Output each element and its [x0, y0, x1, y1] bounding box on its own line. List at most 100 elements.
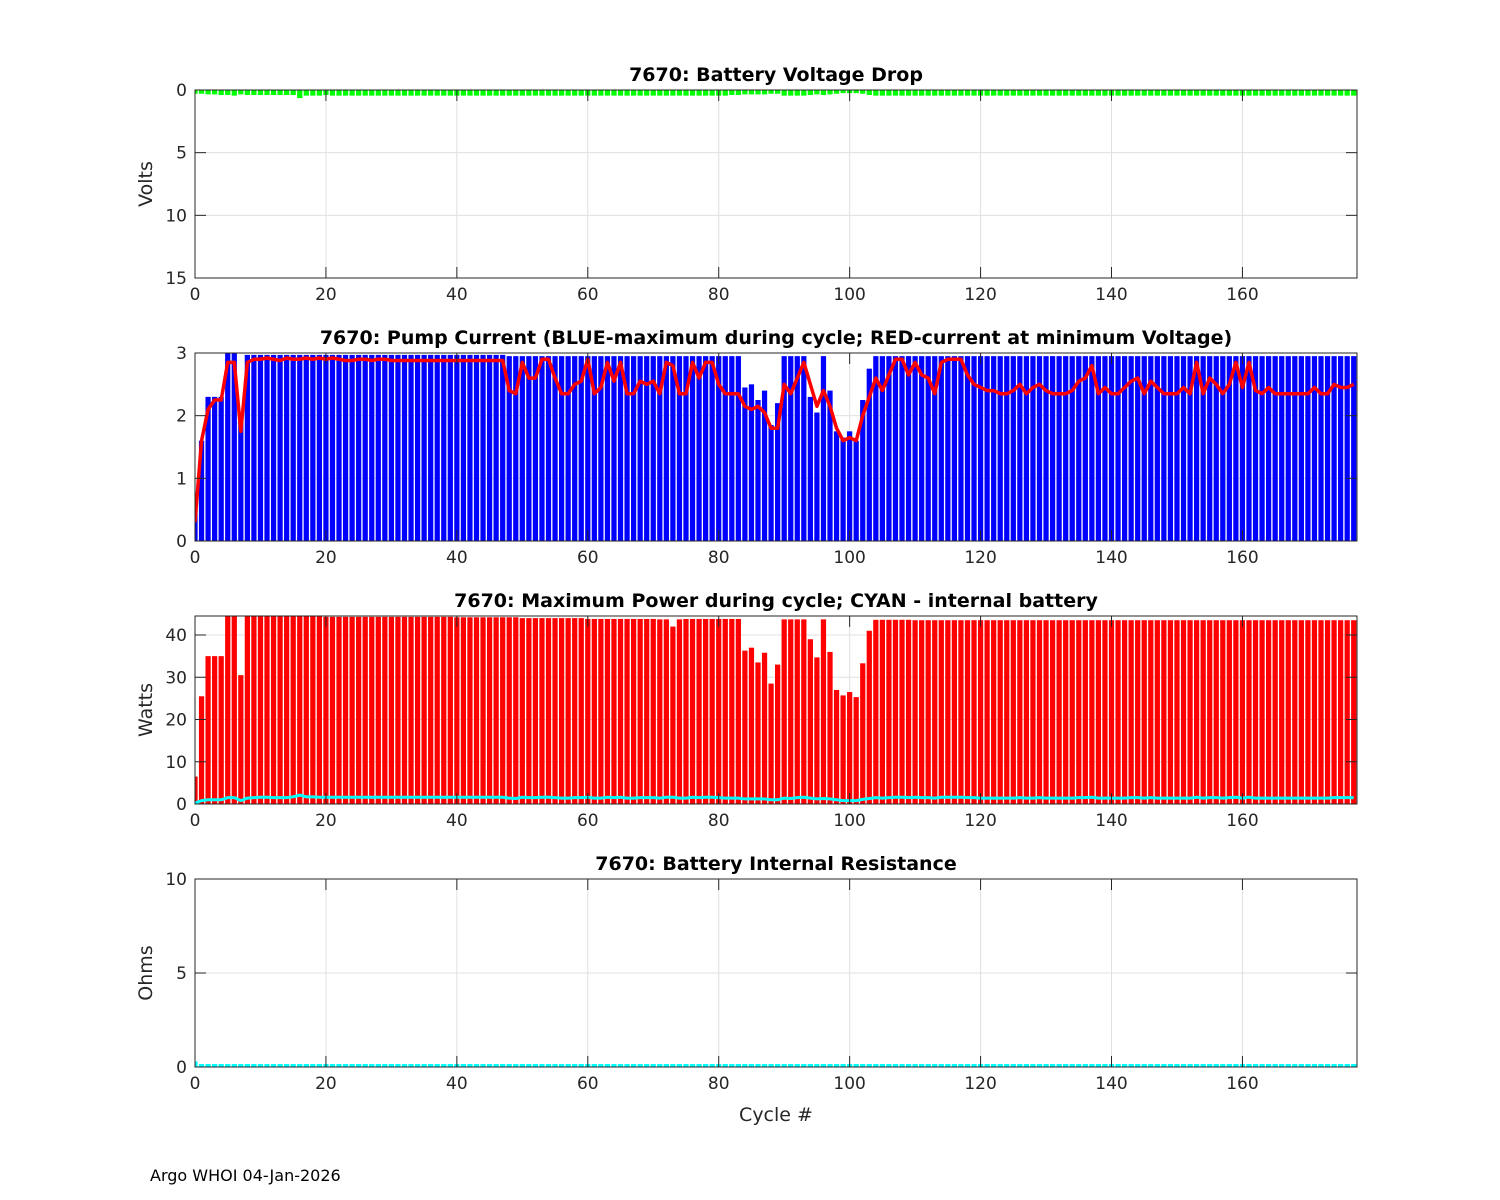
bar	[1318, 1064, 1324, 1067]
bar	[1252, 620, 1259, 804]
bar	[709, 618, 715, 804]
bar	[1220, 1064, 1226, 1067]
bar	[467, 354, 473, 541]
bar	[860, 400, 866, 541]
bar	[1174, 90, 1180, 96]
bar	[873, 90, 879, 96]
bar	[356, 616, 362, 804]
bar	[441, 90, 447, 96]
bar	[1082, 356, 1088, 541]
bar	[356, 1064, 362, 1067]
bar	[676, 90, 683, 96]
bar	[650, 90, 656, 96]
bar	[486, 1064, 493, 1067]
bar	[1023, 90, 1030, 96]
bar	[1266, 90, 1272, 96]
bar	[195, 1061, 198, 1067]
bar	[1193, 620, 1200, 804]
bar	[932, 1064, 938, 1067]
bar	[369, 354, 375, 541]
bar	[1089, 1064, 1095, 1067]
bar	[369, 1064, 375, 1067]
plot-area	[195, 616, 1357, 804]
bar	[428, 1064, 434, 1067]
x-tick-label: 20	[315, 1074, 337, 1094]
bar	[1285, 356, 1291, 541]
bar	[1292, 356, 1298, 541]
bar	[1121, 620, 1128, 804]
bar	[1279, 620, 1285, 804]
bar	[1239, 356, 1246, 541]
bar	[526, 618, 532, 804]
bar	[1154, 90, 1160, 96]
bar	[434, 1064, 440, 1067]
bar	[297, 616, 303, 804]
bar	[735, 618, 741, 804]
bar	[198, 1064, 205, 1067]
bar	[1272, 90, 1278, 96]
bar	[1305, 1064, 1311, 1067]
bar	[748, 1064, 755, 1067]
x-tick-label: 100	[833, 811, 865, 831]
bar	[1004, 90, 1010, 96]
bar	[506, 617, 512, 804]
series-line-1	[195, 793, 1354, 804]
bar	[428, 90, 434, 96]
bar	[1023, 620, 1030, 804]
bar	[833, 431, 840, 541]
bar	[454, 617, 460, 804]
bar	[1095, 1064, 1102, 1067]
bar	[716, 356, 722, 541]
bar	[964, 1064, 971, 1067]
bar	[1069, 620, 1075, 804]
y-axis-label: Volts	[135, 161, 157, 207]
bar	[670, 90, 676, 96]
bar	[1056, 1064, 1062, 1067]
bar	[611, 618, 617, 804]
bar	[1338, 620, 1344, 804]
bar	[709, 90, 715, 96]
bar	[270, 354, 277, 541]
bar	[591, 356, 597, 541]
bar	[1161, 620, 1167, 804]
bar	[703, 1064, 709, 1067]
bar	[984, 620, 990, 804]
bar	[1213, 1064, 1219, 1067]
bar	[408, 354, 414, 541]
bar	[545, 618, 552, 804]
bar	[624, 90, 630, 96]
bar	[617, 356, 624, 541]
y-tick-label: 10	[165, 206, 187, 226]
x-tick-label: 40	[446, 548, 468, 568]
bar	[1305, 620, 1311, 804]
x-tick-label: 0	[190, 1074, 201, 1094]
bar	[905, 90, 912, 96]
bar	[1063, 356, 1069, 541]
bar	[886, 356, 892, 541]
bar	[198, 696, 205, 804]
bar	[414, 354, 421, 541]
y-tick-label: 10	[165, 870, 187, 890]
bar	[1272, 1064, 1278, 1067]
bar	[807, 1064, 813, 1067]
x-tick-label: 20	[315, 811, 337, 831]
bar	[892, 619, 899, 804]
bar	[244, 354, 250, 541]
axes-box	[194, 89, 1358, 279]
bar	[414, 616, 421, 804]
bar	[814, 90, 820, 95]
bar	[565, 90, 571, 96]
bar	[775, 1064, 781, 1067]
bar	[578, 618, 584, 804]
subplot-title: 7670: Battery Voltage Drop	[629, 64, 923, 86]
bar	[375, 616, 381, 804]
bar	[395, 1064, 401, 1067]
bar	[500, 1064, 506, 1067]
bar	[722, 356, 728, 541]
bar	[1351, 1064, 1357, 1067]
bar	[1207, 1064, 1213, 1067]
bar	[264, 1064, 270, 1067]
bar	[349, 1064, 355, 1067]
bar	[480, 90, 486, 96]
bar	[1331, 356, 1337, 541]
